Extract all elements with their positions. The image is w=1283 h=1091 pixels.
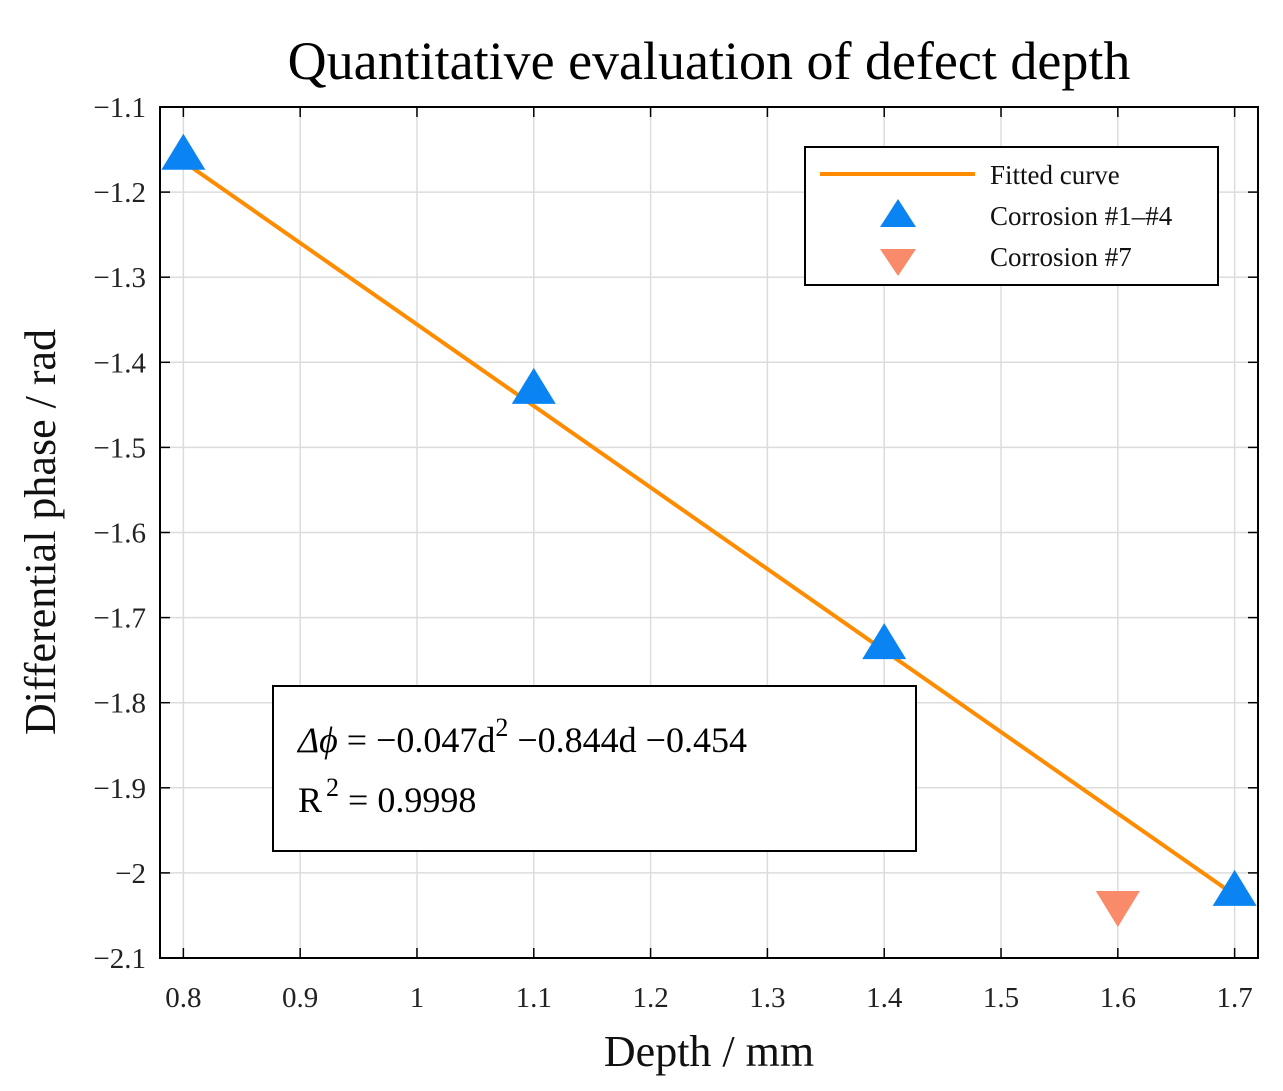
y-axis-label: Differential phase / rad bbox=[16, 329, 65, 735]
corrosion-1-4-point bbox=[1212, 869, 1257, 906]
x-tick-label: 0.8 bbox=[165, 982, 201, 1014]
y-tick-label: −1.3 bbox=[93, 262, 146, 294]
equation-phi: Δϕ bbox=[296, 720, 338, 760]
legend-corrosion-7-label: Corrosion #7 bbox=[990, 242, 1132, 272]
y-tick-label: −2 bbox=[115, 858, 146, 890]
y-tick-label: −1.7 bbox=[93, 603, 146, 635]
y-tick-label: −1.6 bbox=[93, 518, 146, 550]
y-tick-label: −1.5 bbox=[93, 432, 146, 464]
corrosion-1-4-point bbox=[862, 623, 907, 660]
y-tick-labels: −1.1 −1.2 −1.3 −1.4 −1.5 −1.6 −1.7 −1.8 −1.9 −2 −2… bbox=[93, 92, 146, 975]
x-tick-label: 1 bbox=[410, 982, 425, 1014]
equation-exponent: 2 bbox=[495, 713, 508, 742]
x-tick-label: 1.7 bbox=[1217, 982, 1253, 1014]
x-axis-label: Depth / mm bbox=[604, 1027, 814, 1076]
x-tick-label: 1.6 bbox=[1100, 982, 1136, 1014]
x-tick-label: 1.2 bbox=[632, 982, 668, 1014]
corrosion-1-4-point bbox=[511, 367, 556, 404]
legend-corrosion-1-4-label: Corrosion #1–#4 bbox=[990, 201, 1173, 231]
fit-equation: Δϕ = −0.047d2 −0.844d −0.454 bbox=[296, 713, 747, 760]
x-tick-label: 1.3 bbox=[749, 982, 785, 1014]
r-squared-exponent: 2 bbox=[326, 773, 339, 802]
y-tick-label: −1.9 bbox=[93, 773, 146, 805]
series-layer bbox=[161, 133, 1257, 927]
x-tick-label: 1.4 bbox=[866, 982, 903, 1014]
y-tick-label: −1.8 bbox=[93, 688, 146, 720]
y-tick-label: −1.4 bbox=[93, 347, 146, 379]
axis-ticks bbox=[160, 106, 1258, 959]
equation-tail: −0.844d −0.454 bbox=[508, 720, 747, 760]
fitted-curve-line bbox=[182, 159, 1236, 897]
x-tick-label: 1.5 bbox=[983, 982, 1019, 1014]
y-tick-label: −1.2 bbox=[93, 177, 146, 209]
legend: Fitted curve Corrosion #1–#4 Corrosion #… bbox=[804, 146, 1219, 286]
legend-corrosion-7-marker bbox=[880, 249, 916, 276]
legend-fitted-curve-label: Fitted curve bbox=[990, 160, 1120, 190]
x-tick-label: 1.1 bbox=[516, 982, 552, 1014]
corrosion-7-point bbox=[1095, 890, 1140, 927]
corrosion-1-4-point bbox=[161, 133, 206, 170]
legend-corrosion-1-4-marker bbox=[880, 199, 916, 227]
y-tick-label: −1.1 bbox=[93, 92, 146, 124]
y-tick-label: −2.1 bbox=[93, 943, 146, 975]
r-squared-base: R bbox=[298, 780, 322, 820]
x-tick-label: 0.9 bbox=[282, 982, 318, 1014]
equation-coef: = −0.047d bbox=[338, 720, 496, 760]
chart-title: Quantitative evaluation of defect depth bbox=[288, 31, 1131, 91]
r-squared-value: = 0.9998 bbox=[339, 780, 476, 820]
x-tick-labels: 0.8 0.9 1 1.1 1.2 1.3 1.4 1.5 1.6 1.7 bbox=[165, 982, 1253, 1014]
